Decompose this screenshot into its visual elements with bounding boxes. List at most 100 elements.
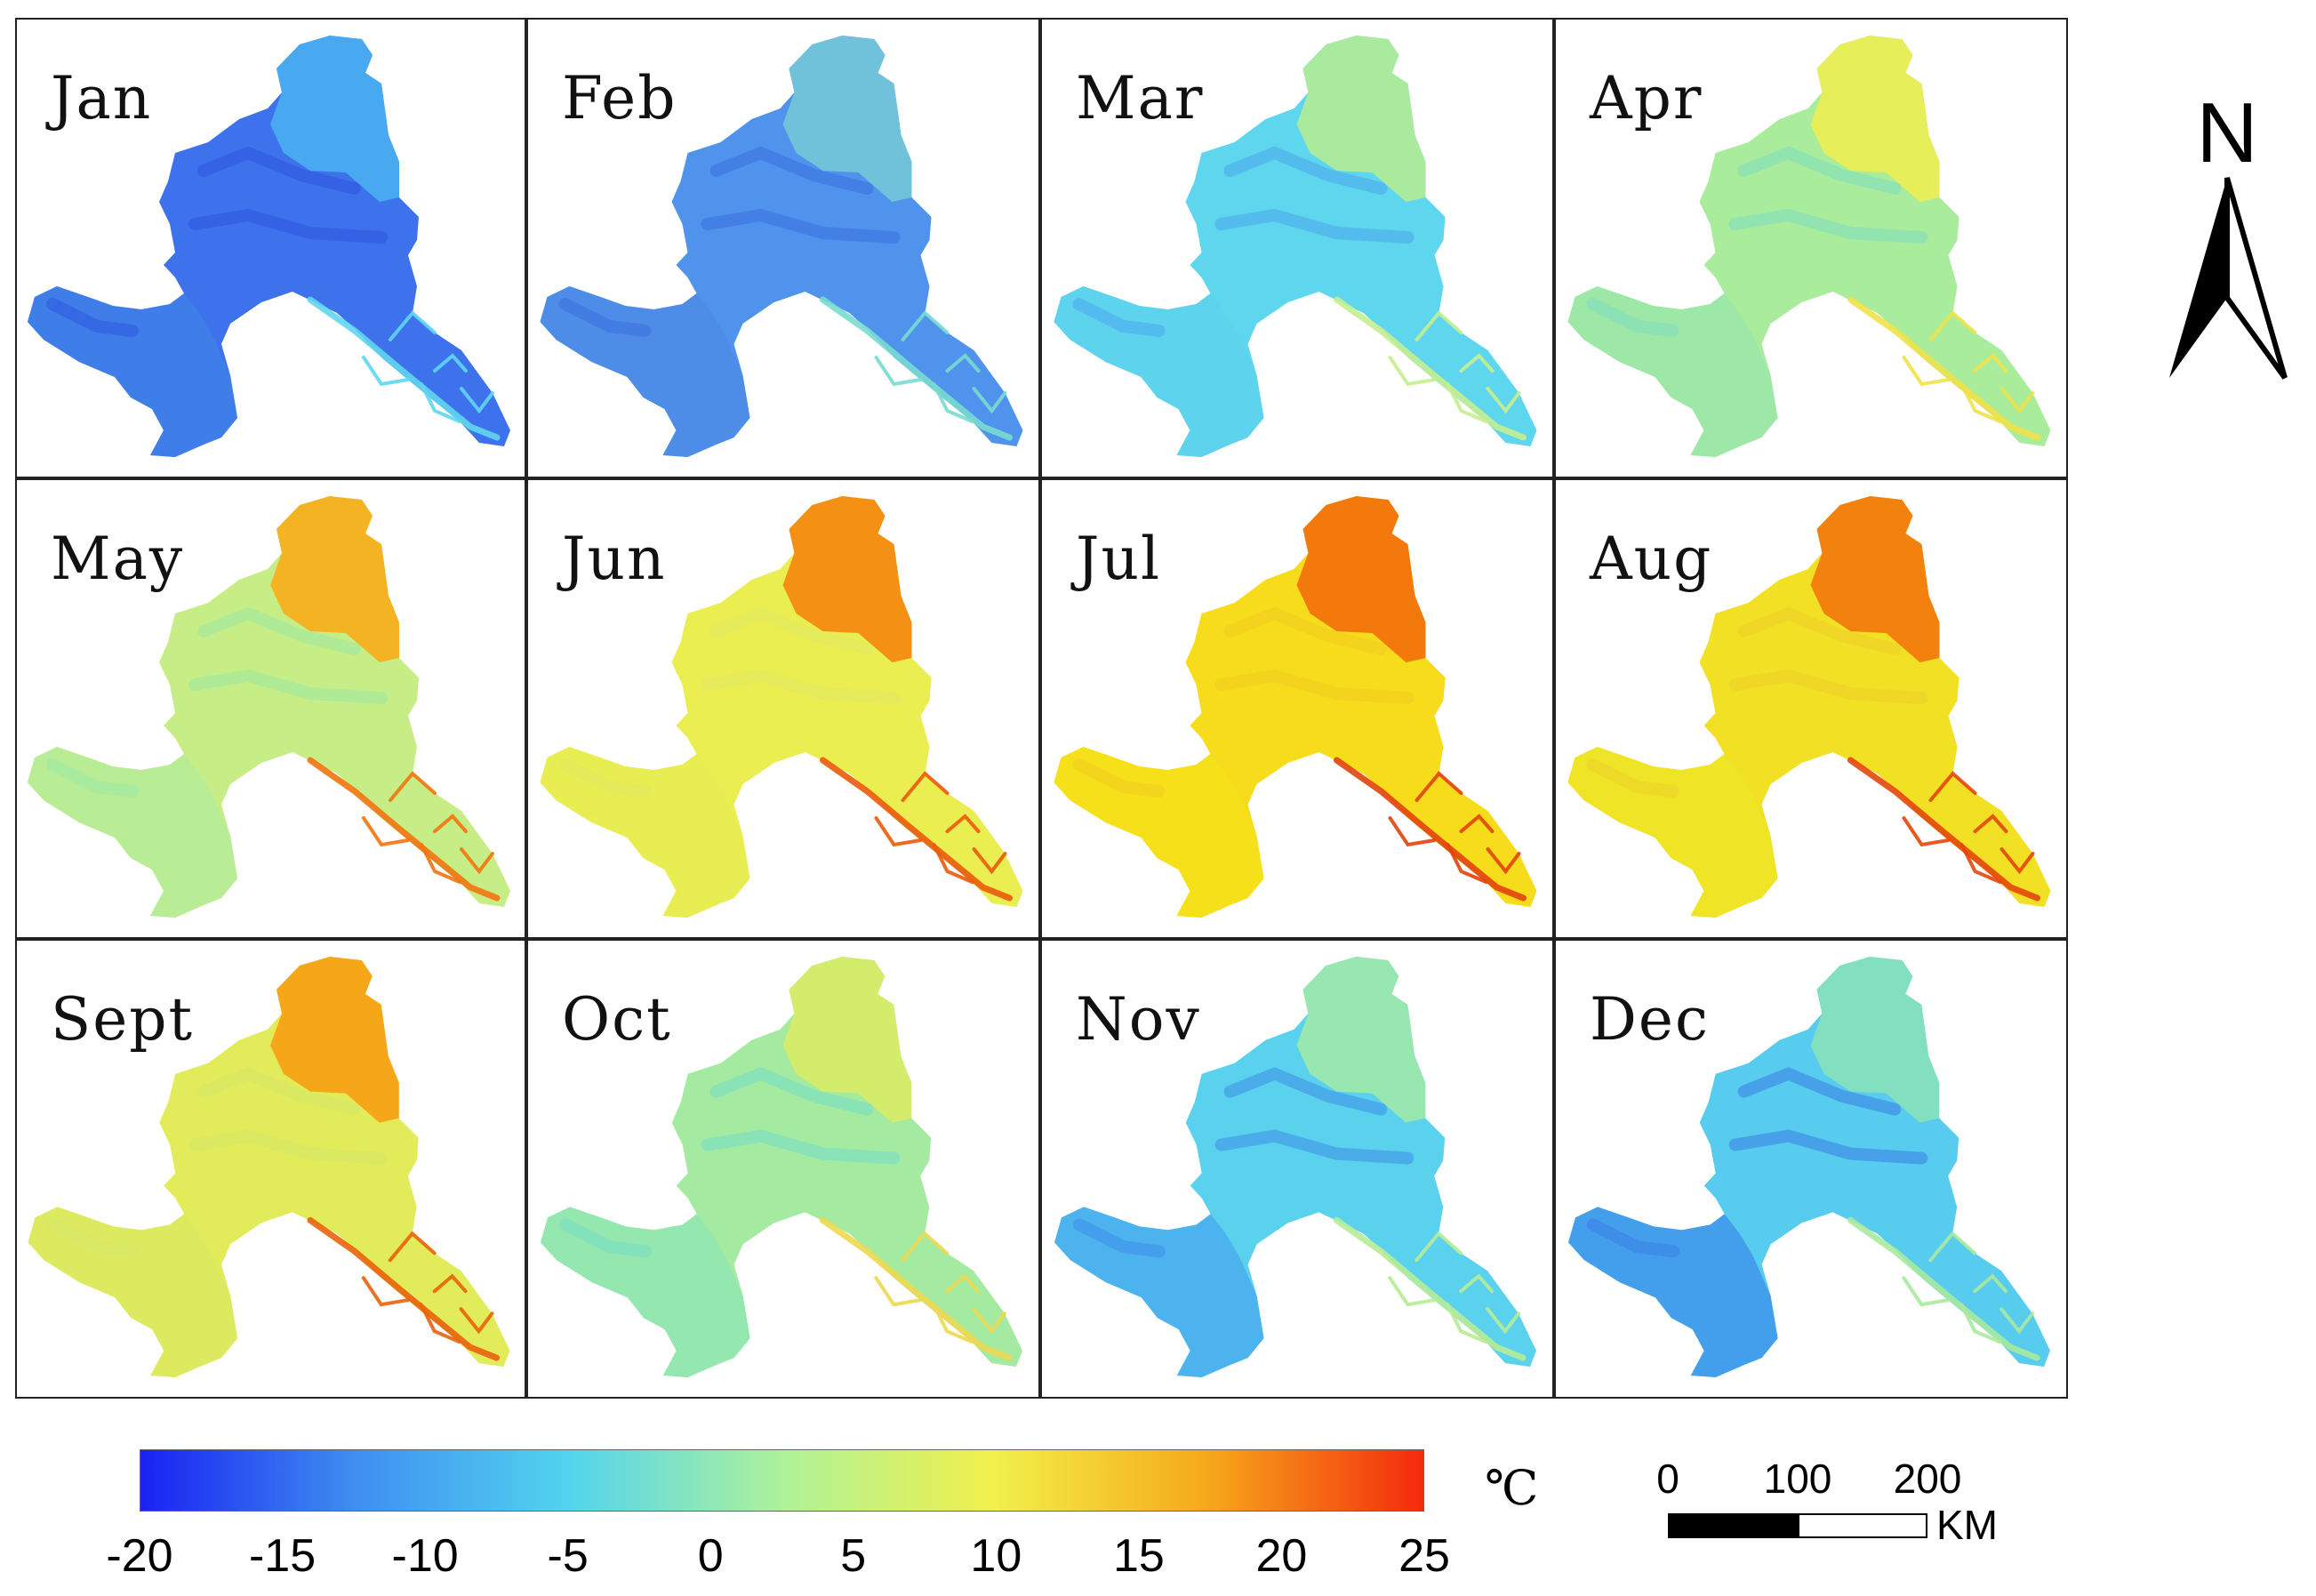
region-north xyxy=(1296,956,1426,1123)
colorbar-gradient xyxy=(140,1449,1424,1512)
ridge-2 xyxy=(1072,298,1166,337)
ridge-1 xyxy=(701,208,901,244)
region-north xyxy=(782,956,912,1123)
month-label: Oct xyxy=(562,985,672,1054)
valley-3 xyxy=(1902,356,1951,387)
scale-label-100: 100 xyxy=(1763,1456,1832,1502)
ridge-0 xyxy=(1223,1067,1388,1116)
north-arrow-left-half xyxy=(2169,178,2227,378)
valley-0 xyxy=(820,296,1013,441)
valley-1 xyxy=(389,771,437,802)
valley-4 xyxy=(420,382,461,423)
region-north xyxy=(1810,956,1940,1123)
region-north xyxy=(270,956,399,1123)
valley-3 xyxy=(874,1276,923,1307)
valley-1 xyxy=(1414,310,1463,341)
map-panel-sept: Sept xyxy=(15,939,526,1399)
month-label: May xyxy=(51,525,185,593)
valley-5 xyxy=(1486,387,1521,414)
valley-0 xyxy=(1334,757,1527,902)
region-north xyxy=(782,496,912,662)
valley-0 xyxy=(1334,296,1527,441)
valley-2 xyxy=(1459,814,1495,833)
region-southwest xyxy=(1568,1207,1778,1378)
valley-1 xyxy=(1414,1231,1463,1263)
map-panel-jun: Jun xyxy=(526,478,1040,939)
temperature-map xyxy=(1567,496,2051,918)
region-southwest xyxy=(1054,1207,1264,1378)
valley-1 xyxy=(389,310,437,341)
scale-segment-black xyxy=(1668,1513,1798,1538)
valley-4 xyxy=(1959,1303,2002,1344)
valley-5 xyxy=(972,1307,1007,1335)
ridge-2 xyxy=(1586,1218,1679,1258)
valley-5 xyxy=(1999,847,2035,875)
ridge-2 xyxy=(1586,758,1679,798)
month-label: Feb xyxy=(562,64,677,132)
region-north xyxy=(1810,496,1940,662)
valley-5 xyxy=(1486,847,1521,875)
region-southwest xyxy=(541,1207,750,1378)
ridge-1 xyxy=(701,1129,901,1165)
valley-2 xyxy=(1973,1273,2008,1294)
valley-3 xyxy=(874,356,923,387)
valley-3 xyxy=(1388,356,1437,387)
temperature-map xyxy=(1567,36,2051,457)
valley-2 xyxy=(945,353,981,373)
colorbar-tick-label: 10 xyxy=(970,1530,1022,1582)
region-north xyxy=(1810,36,1940,202)
region-north xyxy=(1296,36,1426,202)
map-panel-dec: Dec xyxy=(1554,939,2068,1399)
valley-5 xyxy=(972,387,1007,414)
valley-2 xyxy=(945,814,981,833)
ridge-2 xyxy=(558,298,652,337)
valley-5 xyxy=(1999,387,2035,414)
valley-2 xyxy=(433,814,468,833)
valley-4 xyxy=(1446,843,1488,884)
valley-2 xyxy=(1459,1273,1495,1294)
valley-1 xyxy=(1928,310,1977,341)
colorbar-tick-label: 15 xyxy=(1112,1530,1165,1582)
ridge-2 xyxy=(558,758,652,798)
colorbar-tick-label: -20 xyxy=(106,1530,173,1582)
map-panel-may: May xyxy=(15,478,526,939)
ridge-0 xyxy=(1737,146,1902,195)
colorbar-tick-label: 20 xyxy=(1255,1530,1308,1582)
valley-5 xyxy=(459,1307,494,1335)
region-southwest xyxy=(28,1207,238,1378)
valley-0 xyxy=(820,757,1013,902)
valley-0 xyxy=(307,1216,501,1361)
region-north xyxy=(270,496,399,662)
month-label: Nov xyxy=(1076,985,1201,1054)
valley-4 xyxy=(1959,382,2002,423)
north-arrow: N xyxy=(2169,84,2312,387)
ridge-1 xyxy=(701,669,901,704)
region-southwest xyxy=(28,286,237,457)
valley-4 xyxy=(932,843,974,884)
ridge-0 xyxy=(197,1067,361,1116)
month-label: Sept xyxy=(51,985,195,1054)
map-panel-jan: Jan xyxy=(15,18,526,478)
valley-4 xyxy=(932,382,974,423)
temperature-map xyxy=(540,36,1023,457)
colorbar-tick-label: -5 xyxy=(547,1530,589,1582)
ridge-0 xyxy=(709,1067,874,1116)
map-panel-feb: Feb xyxy=(526,18,1040,478)
temperature-map xyxy=(28,496,510,918)
ridge-0 xyxy=(709,146,874,195)
ridge-1 xyxy=(1214,208,1414,244)
colorbar-tick-label: -15 xyxy=(248,1530,317,1582)
month-label: Apr xyxy=(1590,64,1703,132)
valley-2 xyxy=(1973,353,2008,373)
scale-segment-white xyxy=(1798,1513,1927,1538)
ridge-0 xyxy=(1223,606,1388,655)
colorbar-tick-label: 0 xyxy=(697,1530,724,1582)
valley-4 xyxy=(419,1303,461,1344)
valley-2 xyxy=(945,1273,981,1294)
colorbar-tick-label: -10 xyxy=(391,1530,459,1582)
valley-5 xyxy=(1486,1307,1521,1335)
valley-4 xyxy=(420,843,461,884)
valley-2 xyxy=(433,353,468,373)
valley-4 xyxy=(1446,1303,1488,1344)
